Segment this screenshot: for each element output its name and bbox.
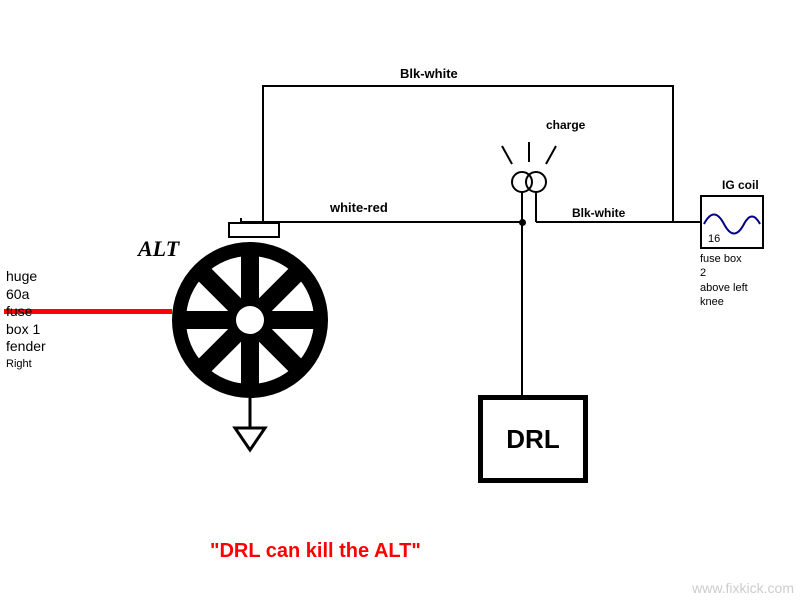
drl-label: DRL — [506, 424, 559, 455]
ig-coil-value: 16 — [708, 233, 720, 245]
ig-coil-label: IG coil — [722, 178, 759, 192]
drl-box: DRL — [478, 395, 588, 483]
charge-lamp — [490, 130, 570, 225]
alternator-symbol — [160, 230, 340, 460]
alt-plug — [228, 222, 280, 238]
ig-coil-box: 16 — [700, 195, 764, 249]
wire-to-igcoil — [672, 221, 702, 223]
wire-to-drl — [521, 222, 523, 395]
label-white-red: white-red — [330, 200, 388, 215]
watermark: www.fixkick.com — [692, 580, 794, 596]
label-charge: charge — [546, 118, 585, 132]
fuse-box-1-text: huge 60a fuse box 1 fender Right — [6, 268, 46, 371]
wire-pin-right-up — [262, 85, 264, 224]
wire-blkwhite-top-right-down — [672, 85, 674, 223]
label-blkwhite-mid: Blk-white — [572, 206, 625, 220]
alt-label: ALT — [138, 236, 179, 262]
fuse-box-2-text: fuse box 2 above left knee — [700, 252, 748, 309]
wire-blkwhite-top — [262, 85, 672, 87]
caption-text: "DRL can kill the ALT" — [210, 540, 421, 563]
label-blkwhite-top: Blk-white — [400, 66, 458, 81]
wire-white-red — [240, 221, 522, 223]
